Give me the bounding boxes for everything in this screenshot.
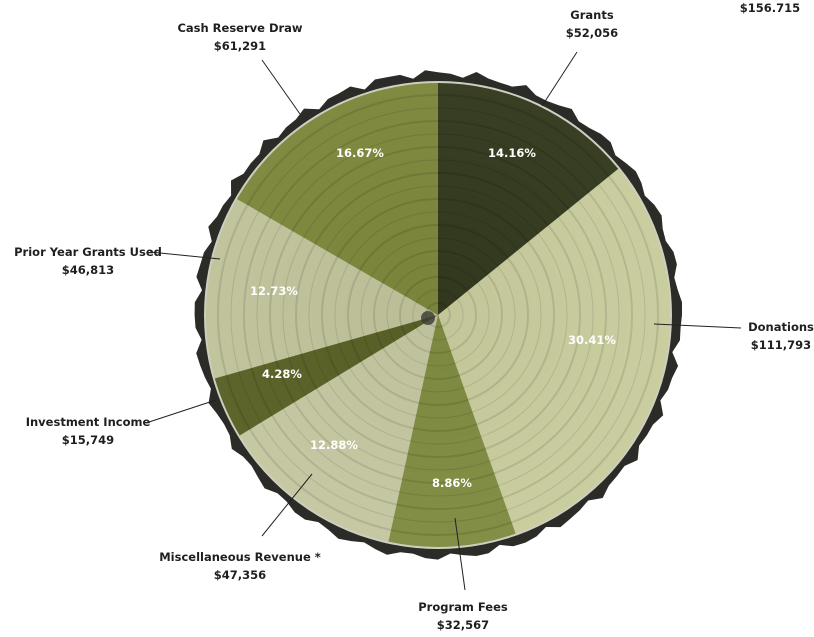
percent-label-0: 14.16% [488,146,536,160]
tree-ring [399,276,477,354]
percent-label-1: 30.41% [568,333,616,347]
leader-lines [145,51,742,591]
category-label-0: Grants [570,8,614,22]
leader-line-5 [149,251,221,260]
tree-ring [217,94,659,536]
amount-label-2: $32,567 [437,618,489,632]
tree-ring-texture [217,94,659,536]
category-label-6: Cash Reserve Draw [177,21,302,35]
tree-ring [347,224,529,406]
tree-ring [360,237,516,393]
tree-ring [386,263,490,367]
leader-line-0 [541,51,578,107]
tree-ring [282,159,594,471]
amount-label-0: $52,056 [566,26,618,40]
pie-slices [205,83,671,548]
category-label-1: Donations [748,320,814,334]
pie-slice-1 [438,168,671,534]
category-label-2: Program Fees [418,600,508,614]
category-label-4: Investment Income [26,415,151,429]
category-label-5: Prior Year Grants Used [14,245,162,259]
category-labels: Grants $52,056 Donations $111,793 Program Fe… [14,8,814,632]
leader-line-4 [145,399,217,424]
tree-ring [269,146,607,484]
tree-ring [295,172,581,458]
leader-line-2 [454,517,466,591]
percent-label-5: 12.73% [250,284,298,298]
amount-label-5: $46,813 [62,263,114,277]
pie-slice-0 [438,83,619,315]
tree-ring [243,120,633,510]
percent-labels: 14.16% 30.41% 8.86% 12.88% 4.28% 12.73% 16.67% [250,146,616,490]
leader-line-3 [261,473,313,537]
corner-value: $156.715 [740,1,800,15]
pie-slice-5 [205,199,438,379]
tree-ring [308,185,568,445]
amount-label-4: $15,749 [62,433,114,447]
percent-label-3: 12.88% [310,438,358,452]
tree-ring [334,211,542,419]
pie-slice-4 [214,315,438,436]
tree-ring [256,133,620,497]
percent-label-2: 8.86% [432,476,472,490]
pie-slice-3 [239,315,438,542]
leader-line-1 [653,323,742,329]
amount-label-6: $61,291 [214,39,266,53]
log-pith [421,311,435,325]
pie-slice-6 [237,83,438,315]
tree-ring [412,289,464,341]
pie-slice-2 [388,315,516,548]
amount-label-1: $111,793 [751,338,811,352]
leader-line-6 [261,59,301,115]
category-label-3: Miscellaneous Revenue * [159,550,321,564]
tree-ring [373,250,503,380]
percent-label-6: 16.67% [336,146,384,160]
amount-label-3: $47,356 [214,568,266,582]
tree-ring [230,107,646,523]
tree-ring [321,198,555,432]
percent-label-4: 4.28% [262,367,302,381]
